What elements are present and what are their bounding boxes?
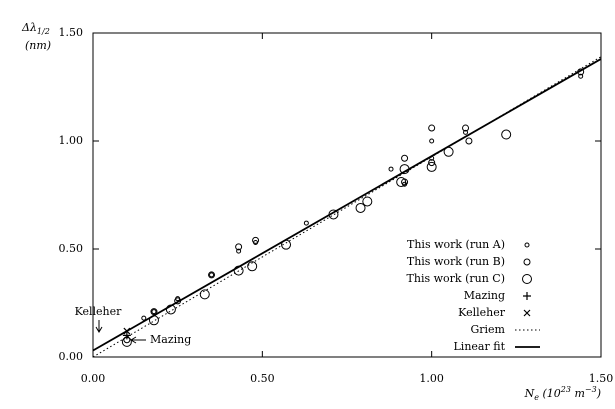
point [426, 161, 437, 172]
line [92, 58, 602, 352]
x-tick-label: 0.00 [81, 372, 106, 385]
x-tick-label: 0.50 [250, 372, 275, 385]
point [429, 138, 435, 144]
annotation-arrow [130, 336, 146, 344]
y-tick-label: 1.50 [59, 26, 84, 39]
point [462, 124, 470, 132]
point [236, 248, 242, 254]
point [362, 196, 373, 207]
legend-marker [523, 292, 531, 300]
legend-marker [522, 274, 532, 284]
y-axis-unit: (nm) [25, 39, 51, 52]
axis-label-part: m [571, 387, 585, 400]
axis-label: Δλ1/2 [21, 21, 50, 36]
axis-label-part: (10 [539, 387, 561, 400]
point [303, 220, 309, 226]
point [388, 166, 394, 172]
legend-label: Mazing [464, 289, 505, 302]
point [209, 272, 215, 278]
plot-frame [92, 32, 602, 358]
point [463, 129, 469, 135]
point [122, 331, 131, 340]
axis-label: Ne (1023 m−3) [524, 385, 601, 402]
annotation-arrow [95, 320, 103, 333]
y-tick-label: 1.00 [59, 134, 84, 147]
annotation: Mazing [150, 333, 191, 346]
legend-label: This work (run B) [407, 255, 505, 268]
axis-label-part: −3 [585, 385, 597, 394]
point [247, 261, 258, 272]
point [401, 154, 409, 162]
point [235, 243, 243, 251]
point [578, 73, 584, 79]
point [355, 202, 366, 213]
axis-label-part: Δλ [21, 21, 37, 34]
point [465, 137, 473, 145]
legend-label: Kelleher [458, 306, 506, 319]
legend-label: Linear fit [454, 340, 506, 353]
legend-label: This work (run C) [407, 272, 505, 285]
point [428, 159, 436, 167]
axis-label-part: N [524, 387, 535, 400]
legend-label: Griem [470, 323, 505, 336]
legend-marker [524, 242, 530, 248]
legend-marker [523, 309, 531, 317]
point [141, 315, 147, 321]
y-tick-label: 0.50 [59, 242, 84, 255]
point [208, 271, 216, 279]
y-tick-label: 0.00 [59, 350, 84, 363]
legend-label: This work (run A) [407, 238, 505, 251]
x-tick-label: 1.50 [589, 372, 614, 385]
x-tick-label: 1.00 [419, 372, 444, 385]
point [396, 177, 407, 188]
point [501, 129, 512, 140]
point [428, 124, 436, 132]
annotation: Kelleher [75, 305, 123, 318]
legend-marker [523, 258, 531, 266]
point [199, 289, 210, 300]
axis-label-part: 23 [560, 385, 571, 394]
axis-label-part: e [534, 393, 539, 402]
point [151, 309, 157, 315]
axis-label-part: ) [596, 387, 601, 400]
point [252, 236, 260, 244]
axis-label-part: 1/2 [37, 27, 50, 36]
